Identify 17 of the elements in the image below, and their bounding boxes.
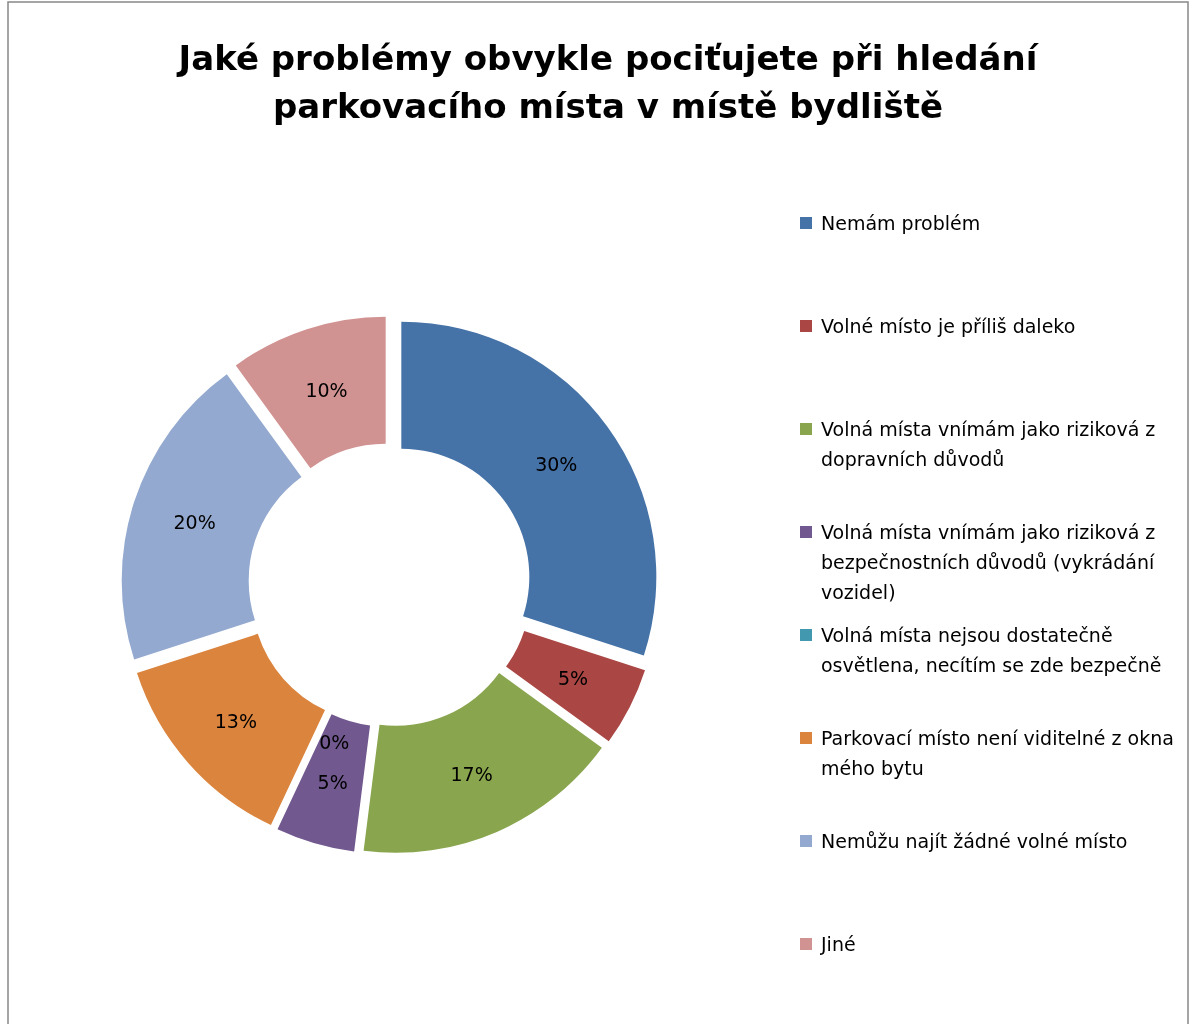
legend-label: Volná místa nejsou dostatečně osvětlena, necítím se zde bezpečně: [821, 624, 1162, 676]
data-label: 10%: [305, 378, 348, 401]
legend-label: Nemůžu najít žádné volné místo: [821, 830, 1128, 852]
data-label: 5%: [317, 771, 348, 794]
legend-label: Volná místa vnímám jako riziková z dopravních důvodů: [821, 418, 1156, 470]
data-label: 5%: [558, 667, 589, 690]
legend-label: Nemám problém: [821, 212, 981, 234]
data-label: 17%: [450, 762, 493, 785]
legend-label: Volné místo je příliš daleko: [821, 315, 1076, 337]
chart-title: Jaké problémy obvykle pociťujete při hledání parkovacího místa v místě bydliště: [176, 38, 1040, 126]
legend-label: Jiné: [820, 933, 856, 955]
data-label: 13%: [214, 709, 257, 732]
legend-label: Volná místa vnímám jako riziková z bezpečnostních důvodů (vykrádání vozidel): [821, 521, 1156, 603]
legend-label: Parkovací místo není viditelné z okna mého bytu: [821, 727, 1174, 779]
text: 0%: [319, 731, 350, 754]
data-label: 30%: [535, 453, 578, 476]
data-label: 20%: [173, 510, 216, 533]
